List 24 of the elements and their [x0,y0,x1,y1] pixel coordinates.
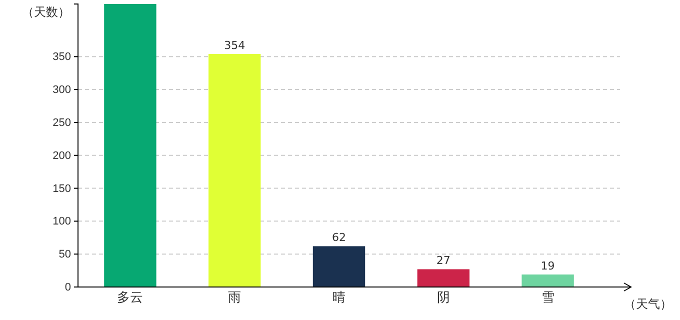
bar [208,54,261,287]
bar [522,274,574,287]
x-tick-label: 雨 [228,290,242,305]
x-axis-title: （天气） [624,297,672,311]
y-tick-label: 200 [52,150,71,162]
data-label: 62 [332,231,346,244]
data-label: 27 [436,254,450,268]
y-tick-label: 150 [52,182,71,195]
data-label: 354 [224,39,246,52]
y-tick-label: 0 [64,282,71,294]
y-tick-label: 250 [52,116,71,129]
data-label: 19 [540,259,555,272]
bar [312,246,366,287]
y-tick-label: 350 [52,51,71,64]
y-axis-title: （天数） [22,5,70,19]
y-tick-label: 300 [52,84,71,96]
bar [104,4,156,287]
x-tick-label: 阴 [436,290,450,305]
y-tick-label: 100 [52,216,71,228]
bar [417,269,470,287]
x-tick-label: 多云 [117,290,144,305]
x-tick-label: 晴 [332,290,346,305]
x-tick-label: 雪 [541,290,554,305]
y-tick-label: 50 [58,248,71,261]
